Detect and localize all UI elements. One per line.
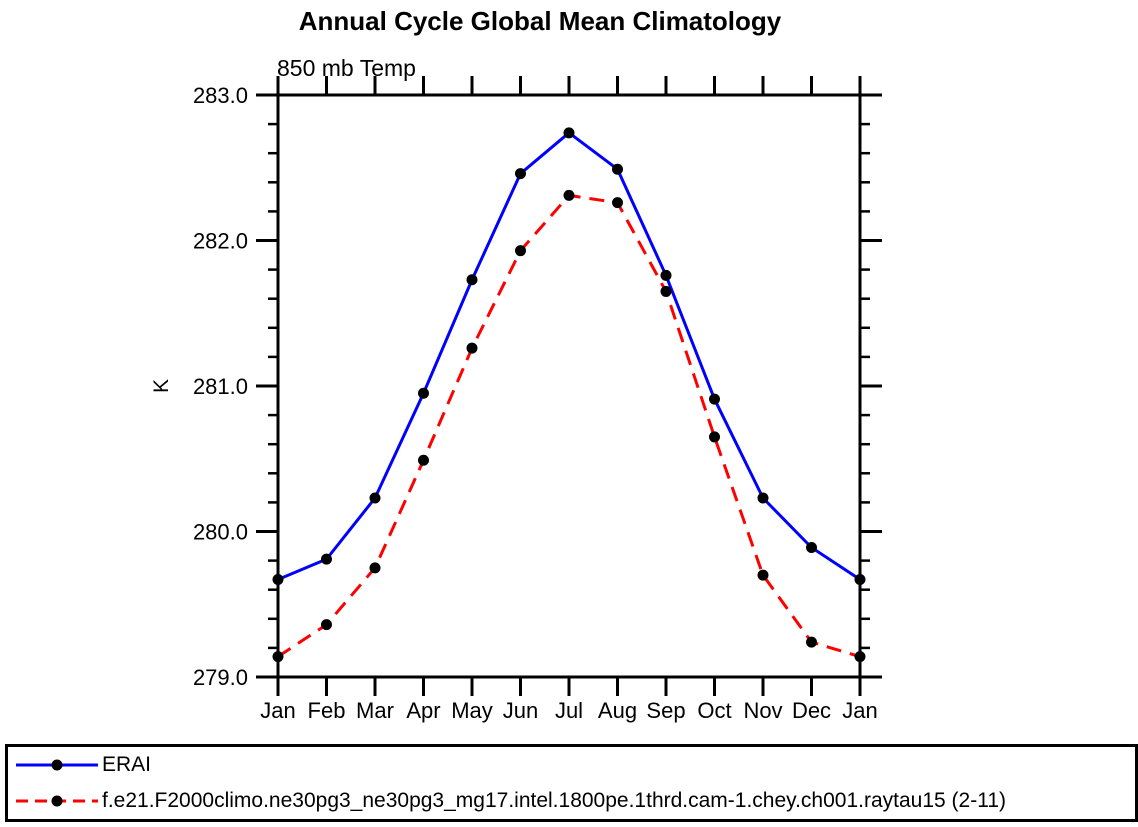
- x-tick-label: Aug: [598, 698, 637, 723]
- plot-marks: Jan Feb Mar Apr May Jun Jul Aug Sep Oct Nov Dec Jan 2…: [193, 76, 882, 723]
- legend-item-erai: ERAI: [14, 747, 1135, 783]
- data-point-marker-0: [757, 492, 769, 504]
- x-tick-label: Jul: [555, 698, 583, 723]
- data-point-marker-0: [369, 492, 381, 504]
- data-point-marker-1: [369, 562, 381, 574]
- legend: ERAI f.e21.F2000climo.ne30pg3_ne30pg3_mg…: [5, 744, 1138, 822]
- data-point-marker-1: [612, 197, 623, 209]
- data-point-marker-1: [563, 189, 575, 201]
- x-tick-label: May: [451, 698, 493, 723]
- y-axis-label: K: [150, 379, 173, 393]
- plot-area: Annual Cycle Global Mean Climatology 850…: [150, 6, 882, 723]
- data-point-marker-0: [806, 542, 817, 554]
- x-tick-label: Dec: [792, 698, 831, 723]
- data-point-marker-0: [272, 574, 284, 586]
- y-tick-label: 281.0: [193, 374, 248, 399]
- data-point-marker-1: [272, 651, 284, 663]
- series-line-1: [277, 193, 861, 659]
- data-point-marker-0: [466, 274, 478, 286]
- data-point-marker-1: [709, 431, 720, 443]
- x-tick-label: Apr: [406, 698, 440, 723]
- data-point-marker-0: [515, 168, 526, 180]
- chart-title: Annual Cycle Global Mean Climatology: [299, 6, 782, 36]
- data-point-marker-1: [321, 619, 332, 631]
- data-point-marker-0: [660, 269, 672, 281]
- data-point-marker-1: [418, 454, 429, 466]
- data-point-marker-0: [563, 127, 575, 139]
- x-tick-label: Sep: [646, 698, 685, 723]
- x-tick-label: Jan: [260, 698, 295, 723]
- x-tick-label: Oct: [697, 698, 731, 723]
- data-point-marker-1: [806, 636, 817, 648]
- legend-label-model: f.e21.F2000climo.ne30pg3_ne30pg3_mg17.in…: [102, 789, 1007, 812]
- x-tick-label: Mar: [356, 698, 394, 723]
- y-tick-label: 279.0: [193, 665, 248, 690]
- x-tick-label: Jun: [503, 698, 538, 723]
- data-point-marker-1: [757, 569, 769, 581]
- x-tick-label: Jan: [842, 698, 877, 723]
- legend-label-erai: ERAI: [102, 753, 152, 776]
- data-point-marker-1: [660, 285, 672, 297]
- data-point-marker-0: [418, 387, 429, 399]
- data-point-marker-0: [612, 163, 623, 175]
- x-tick-label: Feb: [308, 698, 346, 723]
- y-tick-label: 283.0: [193, 83, 248, 108]
- panel-title: 850 mb Temp: [277, 55, 416, 81]
- legend-line-sample-model: [16, 795, 98, 807]
- data-point-marker-1: [515, 245, 526, 257]
- x-tick-label: Nov: [743, 698, 782, 723]
- data-point-marker-1: [854, 651, 866, 663]
- legend-item-model: f.e21.F2000climo.ne30pg3_ne30pg3_mg17.in…: [14, 783, 1135, 819]
- data-point-marker-0: [854, 574, 866, 586]
- y-tick-label: 282.0: [193, 229, 248, 254]
- data-point-marker-1: [466, 342, 478, 354]
- y-tick-label: 280.0: [193, 520, 248, 545]
- data-point-marker-0: [709, 393, 720, 405]
- legend-line-sample-erai: [16, 759, 98, 771]
- data-point-marker-0: [321, 553, 332, 565]
